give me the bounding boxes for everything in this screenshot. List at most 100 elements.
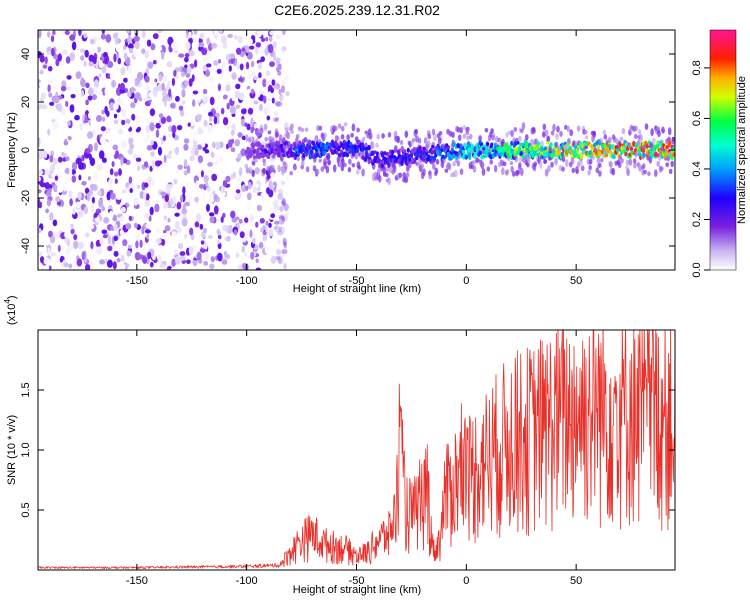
- spectrogram-track-halo: [313, 137, 318, 142]
- spectrogram-noise-speckle: [55, 196, 61, 203]
- spectrogram-track-halo: [437, 137, 442, 145]
- spectrogram-noise-speckle: [222, 94, 228, 100]
- spectrogram-track-halo: [491, 134, 495, 141]
- spectrogram-noise-speckle: [194, 221, 200, 228]
- spectrogram-noise-speckle: [106, 191, 111, 201]
- spectrogram-noise-speckle: [255, 221, 259, 228]
- spectrogram-track-point: [264, 148, 268, 154]
- spectrogram-noise-speckle: [117, 192, 122, 200]
- spectrogram-noise-speckle: [85, 147, 91, 154]
- spectrogram-track-halo: [603, 134, 608, 140]
- spectrogram-noise-speckle: [85, 82, 90, 89]
- spectrogram-noise-speckle: [282, 237, 287, 246]
- spectrogram-track-halo: [297, 126, 302, 132]
- spectrogram-track-halo: [250, 126, 254, 134]
- spectrogram-track-halo: [481, 168, 486, 176]
- spectrogram-noise-speckle: [48, 78, 54, 84]
- spectrogram-track-halo: [525, 134, 529, 141]
- spectrogram-noise-speckle: [171, 77, 175, 87]
- spectrogram-noise-speckle: [178, 53, 185, 58]
- spectrogram-noise-speckle: [141, 30, 146, 39]
- spectrogram-noise-speckle: [274, 247, 280, 253]
- spectrogram-track-halo: [526, 162, 530, 168]
- spectrogram-noise-speckle: [185, 41, 191, 50]
- spectrogram-noise-speckle: [285, 91, 290, 96]
- spectrogram-noise-speckle: [130, 102, 136, 109]
- spectrogram-noise-speckle: [160, 116, 167, 125]
- spectrogram-noise-speckle: [208, 196, 214, 203]
- spectrogram-track-point: [309, 149, 314, 156]
- spectrogram-track-point: [353, 144, 358, 151]
- spectrogram-track-point: [384, 152, 388, 156]
- colorbar-label: Normalized spectral amplitude: [736, 76, 748, 224]
- spectrogram-track-halo: [286, 131, 291, 140]
- snr-scale-exponent: 4: [3, 299, 12, 304]
- spectrogram-track-halo: [523, 151, 527, 158]
- spectrogram-noise-speckle: [279, 215, 285, 225]
- spectrogram-noise-speckle: [133, 180, 139, 186]
- spectrogram-track-halo: [282, 161, 287, 166]
- spectrogram-track-halo: [462, 125, 467, 130]
- spectrogram-track-point: [596, 145, 601, 150]
- spectrogram-noise-speckle: [183, 143, 189, 151]
- spectrogram-noise-speckle: [266, 174, 271, 180]
- spectrogram-noise-speckle: [245, 45, 250, 54]
- spectrogram-noise-speckle: [80, 55, 85, 61]
- spectrogram-noise-speckle: [265, 220, 269, 226]
- spectrogram-track-point: [515, 149, 520, 156]
- spectrogram-noise-speckle: [253, 100, 259, 105]
- spectrogram-noise-speckle: [135, 157, 142, 162]
- spectrogram-noise-speckle: [272, 51, 277, 60]
- spectrogram-noise-speckle: [167, 184, 173, 189]
- spectrogram-noise-speckle: [64, 231, 68, 238]
- spectrogram-noise-speckle: [139, 191, 145, 199]
- spectrogram-noise-speckle: [49, 101, 55, 106]
- spectrogram-noise-speckle: [90, 203, 95, 213]
- spectrogram-noise-speckle: [268, 36, 273, 42]
- spectrogram-track-point: [325, 144, 329, 151]
- spectrogram-noise-speckle: [189, 50, 195, 57]
- spectrogram-track-halo: [356, 161, 361, 169]
- spectrogram-noise-speckle: [62, 183, 67, 192]
- spectrogram-noise-speckle: [115, 150, 119, 159]
- spectrogram-track-point: [585, 140, 589, 147]
- spectrogram-noise-speckle: [106, 110, 110, 117]
- spectrogram-track-halo: [268, 166, 272, 175]
- spectrogram-noise-speckle: [228, 65, 232, 72]
- spectrogram-track-point: [361, 142, 365, 147]
- spectrogram-noise-speckle: [193, 133, 199, 142]
- spectrogram-track-halo: [636, 139, 641, 147]
- spectrogram-noise-speckle: [165, 97, 172, 102]
- spectrogram-noise-speckle: [84, 264, 91, 270]
- spectrogram-noise-speckle: [204, 149, 210, 154]
- spectrogram-noise-speckle: [146, 233, 150, 240]
- spectrogram-noise-speckle: [259, 218, 265, 224]
- spectrogram-noise-speckle: [129, 188, 133, 194]
- spectrogram-noise-speckle: [245, 185, 249, 191]
- spectrogram-noise-speckle: [65, 248, 72, 255]
- spectrogram-track-point: [641, 147, 646, 154]
- spectrogram-track-point: [516, 141, 520, 145]
- spectrogram-noise-speckle: [216, 68, 222, 74]
- spectrogram-noise-speckle: [274, 224, 280, 232]
- spectrogram-noise-speckle: [101, 30, 105, 34]
- spectrogram-track-halo: [518, 135, 522, 142]
- spectrogram-track-halo: [546, 136, 551, 142]
- spectrogram-noise-speckle: [149, 261, 154, 268]
- spectrogram-noise-speckle: [278, 63, 282, 71]
- spectrogram-track-point: [442, 155, 447, 160]
- spectrogram-track-point: [246, 155, 250, 160]
- spectrogram-track-point: [515, 146, 519, 151]
- spectrogram-noise-speckle: [143, 182, 149, 188]
- spectrogram-track-point: [256, 147, 260, 154]
- spectrogram-noise-speckle: [172, 131, 176, 138]
- spectrogram-noise-speckle: [55, 164, 61, 170]
- spectrogram-noise-speckle: [77, 191, 82, 201]
- spectrogram-noise-speckle: [113, 250, 119, 257]
- spectrogram-noise-speckle: [253, 76, 258, 81]
- spectrogram-noise-speckle: [52, 219, 58, 227]
- spectrogram-track-halo: [254, 158, 258, 163]
- spectrogram-noise-speckle: [158, 46, 163, 52]
- spectrogram-noise-speckle: [254, 228, 261, 235]
- spectrogram-noise-speckle: [134, 80, 139, 87]
